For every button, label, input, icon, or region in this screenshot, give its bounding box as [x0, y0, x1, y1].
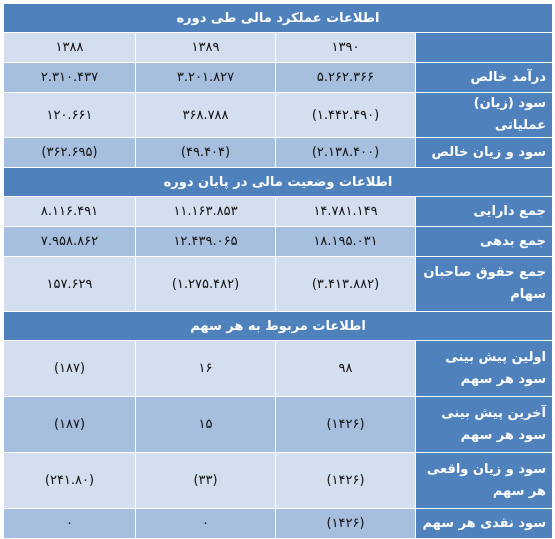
cell-value: (۱.۴۴۲.۴۹۰) [275, 92, 416, 138]
cell-value: ۰ [3, 508, 136, 539]
table-row: سود نقدی هر سهم (۱۴۲۶) ۰ ۰ [3, 508, 553, 539]
table-row: سود و زیان واقعی هر سهم (۱۴۲۶) (۳۳) (۲۴۱… [3, 452, 553, 509]
row-label: سود و زیان واقعی هر سهم [415, 452, 553, 509]
cell-value: ۹۸ [275, 340, 416, 397]
section-header-row: اطلاعات وضعیت مالی در پایان دوره [3, 167, 553, 197]
years-row: ۱۳۹۰ ۱۳۸۹ ۱۳۸۸ [3, 32, 553, 63]
table-row: جمع دارایی ۱۴.۷۸۱.۱۴۹ ۱۱.۱۶۳.۸۵۳ ۸.۱۱۶.۴… [3, 196, 553, 227]
table-row: سود (زیان) عملیاتی (۱.۴۴۲.۴۹۰) ۳۶۸.۷۸۸ ۱… [3, 92, 553, 138]
cell-value: ۱۵ [135, 396, 276, 453]
row-label: درآمد خالص [415, 62, 553, 93]
year-header: ۱۳۸۹ [135, 32, 276, 63]
cell-value: ۱۵۷.۶۲۹ [3, 256, 136, 312]
cell-value: (۱.۲۷۵.۴۸۲) [135, 256, 276, 312]
cell-value: ۰ [135, 508, 276, 539]
row-label: سود (زیان) عملیاتی [415, 92, 553, 138]
table-row: جمع حقوق صاحبان سهام (۳.۴۱۳.۸۸۲) (۱.۲۷۵.… [3, 256, 553, 312]
section-header-row: اطلاعات مربوط به هر سهم [3, 311, 553, 341]
cell-value: ۱۲.۴۳۹.۰۶۵ [135, 226, 276, 257]
cell-value: ۸.۱۱۶.۴۹۱ [3, 196, 136, 227]
table-row: درآمد خالص ۵.۲۶۲.۳۶۶ ۳.۲۰۱.۸۲۷ ۲.۳۱۰.۴۳۷ [3, 62, 553, 93]
cell-value: ۱۴.۷۸۱.۱۴۹ [275, 196, 416, 227]
years-corner-cell [415, 32, 553, 63]
year-header: ۱۳۹۰ [275, 32, 416, 63]
table-row: آخرین پیش بینی سود هر سهم (۱۴۲۶) ۱۵ (۱۸۷… [3, 396, 553, 453]
cell-value: ۵.۲۶۲.۳۶۶ [275, 62, 416, 93]
section-header-row: اطلاعات عملکرد مالی طی دوره [3, 3, 553, 33]
table-row: سود و زیان خالص (۲.۱۳۸.۴۰۰) (۴۹.۴۰۴) (۳۶… [3, 137, 553, 168]
cell-value: (۱۴۲۶) [275, 396, 416, 453]
cell-value: ۷.۹۵۸.۸۶۲ [3, 226, 136, 257]
cell-value: (۱۴۲۶) [275, 508, 416, 539]
row-label: جمع حقوق صاحبان سهام [415, 256, 553, 312]
row-label: اولین پیش بینی سود هر سهم [415, 340, 553, 397]
cell-value: ۱۶ [135, 340, 276, 397]
year-header: ۱۳۸۸ [3, 32, 136, 63]
cell-value: (۲.۱۳۸.۴۰۰) [275, 137, 416, 168]
cell-value: ۲.۳۱۰.۴۳۷ [3, 62, 136, 93]
row-label: سود نقدی هر سهم [415, 508, 553, 539]
section-title-position: اطلاعات وضعیت مالی در پایان دوره [3, 167, 553, 197]
cell-value: ۳.۲۰۱.۸۲۷ [135, 62, 276, 93]
cell-value: (۱۴۲۶) [275, 452, 416, 509]
cell-value: ۱۸.۱۹۵.۰۳۱ [275, 226, 416, 257]
row-label: آخرین پیش بینی سود هر سهم [415, 396, 553, 453]
cell-value: ۳۶۸.۷۸۸ [135, 92, 276, 138]
table-row: اولین پیش بینی سود هر سهم ۹۸ ۱۶ (۱۸۷) [3, 340, 553, 397]
section-title-per-share: اطلاعات مربوط به هر سهم [3, 311, 553, 341]
row-label: سود و زیان خالص [415, 137, 553, 168]
cell-value: (۳۳) [135, 452, 276, 509]
cell-value: (۱۸۷) [3, 340, 136, 397]
cell-value: (۳.۴۱۳.۸۸۲) [275, 256, 416, 312]
cell-value: (۲۴۱.۸۰) [3, 452, 136, 509]
cell-value: (۳۶۲.۶۹۵) [3, 137, 136, 168]
section-title-performance: اطلاعات عملکرد مالی طی دوره [3, 3, 553, 33]
table-row: جمع بدهی ۱۸.۱۹۵.۰۳۱ ۱۲.۴۳۹.۰۶۵ ۷.۹۵۸.۸۶۲ [3, 226, 553, 257]
row-label: جمع دارایی [415, 196, 553, 227]
cell-value: (۴۹.۴۰۴) [135, 137, 276, 168]
cell-value: ۱۲۰.۶۶۱ [3, 92, 136, 138]
financial-summary-table: اطلاعات عملکرد مالی طی دوره ۱۳۹۰ ۱۳۸۹ ۱۳… [3, 3, 553, 539]
cell-value: (۱۸۷) [3, 396, 136, 453]
cell-value: ۱۱.۱۶۳.۸۵۳ [135, 196, 276, 227]
row-label: جمع بدهی [415, 226, 553, 257]
